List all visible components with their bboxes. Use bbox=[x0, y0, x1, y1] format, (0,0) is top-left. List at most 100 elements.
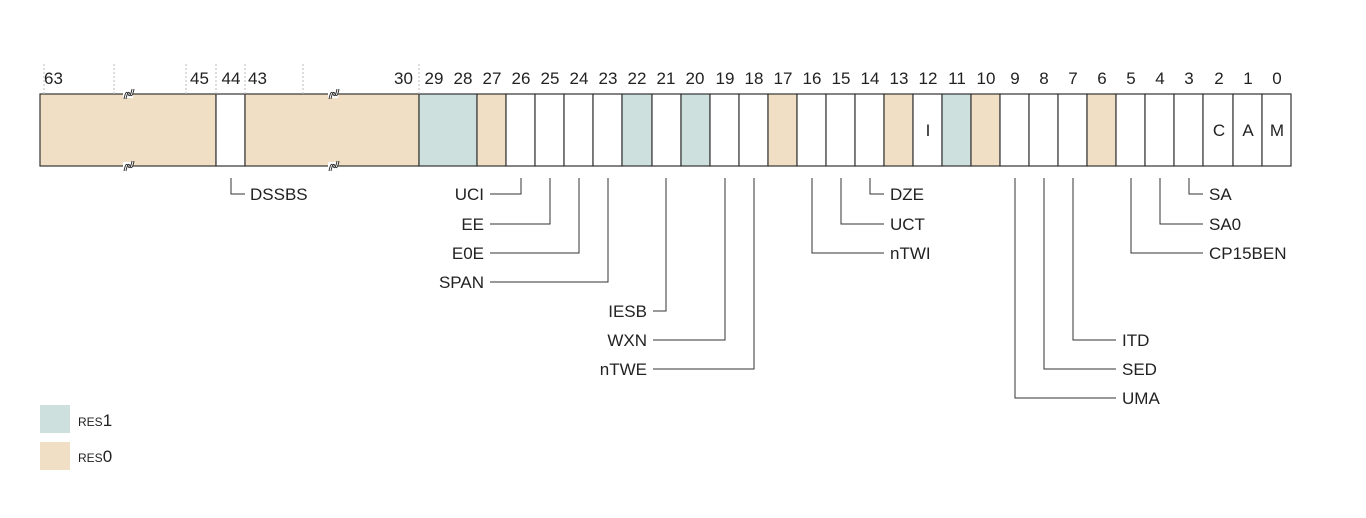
bit-number: 43 bbox=[248, 69, 267, 88]
cell-text-i: I bbox=[926, 121, 931, 140]
bit-cell-b43_30 bbox=[244, 93, 420, 167]
bit-number: 13 bbox=[890, 69, 909, 88]
bit-cell-b24 bbox=[563, 93, 594, 167]
bit-number: 10 bbox=[977, 69, 996, 88]
bit-cell-b10 bbox=[970, 93, 1001, 167]
bit-number: 11 bbox=[948, 69, 966, 88]
cell-text-a: A bbox=[1242, 121, 1254, 140]
field-label-e0e: E0E bbox=[452, 244, 484, 263]
field-label-ntwe: nTWE bbox=[600, 360, 647, 379]
bit-number-row: 63 45 44 43 30 29 28 27 26 25 24 23 22 2… bbox=[44, 69, 1282, 88]
bit-cell-b13 bbox=[883, 93, 914, 167]
bit-cell-b3 bbox=[1173, 93, 1204, 167]
cell-text-c: C bbox=[1213, 121, 1225, 140]
leader-line bbox=[1159, 178, 1203, 225]
leader-line bbox=[653, 178, 755, 370]
field-label-ee: EE bbox=[461, 215, 484, 234]
bit-cell-b6 bbox=[1086, 93, 1117, 167]
bit-number: 28 bbox=[454, 69, 473, 88]
legend-label-res1: RES1 bbox=[78, 411, 112, 430]
bit-number: 8 bbox=[1039, 69, 1048, 88]
bit-number: 26 bbox=[512, 69, 531, 88]
bit-cell-b63_45 bbox=[39, 93, 217, 167]
bit-number: 27 bbox=[483, 69, 502, 88]
bit-cell-b22 bbox=[621, 93, 653, 167]
leader-line bbox=[490, 178, 522, 195]
bit-number: 24 bbox=[570, 69, 589, 88]
break-mark bbox=[330, 88, 340, 100]
bit-number: 29 bbox=[425, 69, 444, 88]
legend-label-res0: RES0 bbox=[78, 447, 112, 466]
bit-number: 3 bbox=[1184, 69, 1193, 88]
leader-line bbox=[811, 178, 884, 254]
field-label-group: DSSBS UCI EE E0E SPAN IESB WXN nTWE DZE … bbox=[250, 185, 1286, 408]
bit-number: 21 bbox=[657, 69, 676, 88]
bit-cell-b0 bbox=[1261, 93, 1292, 167]
legend: RES1 RES0 bbox=[40, 405, 112, 470]
bit-cell-b44 bbox=[215, 93, 246, 167]
bit-cell-b27 bbox=[476, 93, 507, 167]
bit-number: 17 bbox=[774, 69, 793, 88]
field-label-span: SPAN bbox=[439, 273, 484, 292]
bit-cell-b29_28 bbox=[418, 93, 478, 167]
bit-cell-b25 bbox=[534, 93, 565, 167]
bit-cell-b17 bbox=[767, 93, 798, 167]
leader-line bbox=[490, 178, 580, 254]
bit-number: 25 bbox=[541, 69, 560, 88]
bit-number: 4 bbox=[1155, 69, 1164, 88]
leader-line bbox=[1130, 178, 1203, 254]
bit-cell-b4 bbox=[1144, 93, 1175, 167]
bit-number: 45 bbox=[190, 69, 209, 88]
bit-number: 18 bbox=[745, 69, 764, 88]
field-label-sa0: SA0 bbox=[1209, 215, 1241, 234]
bit-number: 44 bbox=[222, 69, 241, 88]
leader-line bbox=[653, 178, 667, 312]
field-label-iesb: IESB bbox=[608, 302, 647, 321]
bit-cell-b9 bbox=[999, 93, 1030, 167]
bit-cell-b2 bbox=[1202, 93, 1234, 167]
field-label-ntwi: nTWI bbox=[890, 244, 931, 263]
bit-number: 14 bbox=[861, 69, 880, 88]
bit-cell-b20 bbox=[680, 93, 711, 167]
cell-text-m: M bbox=[1270, 121, 1284, 140]
field-label-sa: SA bbox=[1209, 185, 1232, 204]
leader-line bbox=[1188, 178, 1203, 195]
break-mark bbox=[125, 160, 135, 172]
break-mark bbox=[123, 88, 133, 100]
bit-cell-b12 bbox=[912, 93, 943, 167]
bit-number: 20 bbox=[686, 69, 705, 88]
bit-cell-b7 bbox=[1057, 93, 1088, 167]
leader-line bbox=[840, 178, 884, 225]
leader-line bbox=[1072, 178, 1116, 341]
bit-cell-b23 bbox=[592, 93, 623, 167]
bit-cell-b5 bbox=[1115, 93, 1146, 167]
break-mark bbox=[330, 160, 340, 172]
bit-number: 30 bbox=[394, 69, 413, 88]
leader-line bbox=[490, 178, 551, 225]
bit-cell-b19 bbox=[709, 93, 740, 167]
bit-number: 12 bbox=[919, 69, 938, 88]
break-mark bbox=[328, 88, 338, 100]
bit-number: 2 bbox=[1214, 69, 1223, 88]
bit-number: 22 bbox=[628, 69, 647, 88]
field-label-wxn: WXN bbox=[607, 331, 647, 350]
break-mark bbox=[328, 160, 338, 172]
leader-line bbox=[230, 178, 245, 195]
bit-number: 19 bbox=[716, 69, 735, 88]
bit-number: 7 bbox=[1068, 69, 1077, 88]
bit-cell-b26 bbox=[505, 93, 536, 167]
field-label-dssbs: DSSBS bbox=[250, 185, 308, 204]
bit-cell-b14 bbox=[854, 93, 885, 167]
bit-number: 15 bbox=[832, 69, 851, 88]
bit-cell-b11 bbox=[941, 93, 972, 167]
bit-cell-b15 bbox=[825, 93, 856, 167]
cell-text-group: I C A M bbox=[926, 121, 1284, 140]
bit-cell-b21 bbox=[651, 93, 682, 167]
field-label-sed: SED bbox=[1122, 360, 1157, 379]
bit-number: 63 bbox=[44, 69, 63, 88]
bit-cell-b1 bbox=[1232, 93, 1263, 167]
field-label-cp15ben: CP15BEN bbox=[1209, 244, 1286, 263]
bit-number: 23 bbox=[599, 69, 618, 88]
leader-line bbox=[490, 178, 609, 283]
